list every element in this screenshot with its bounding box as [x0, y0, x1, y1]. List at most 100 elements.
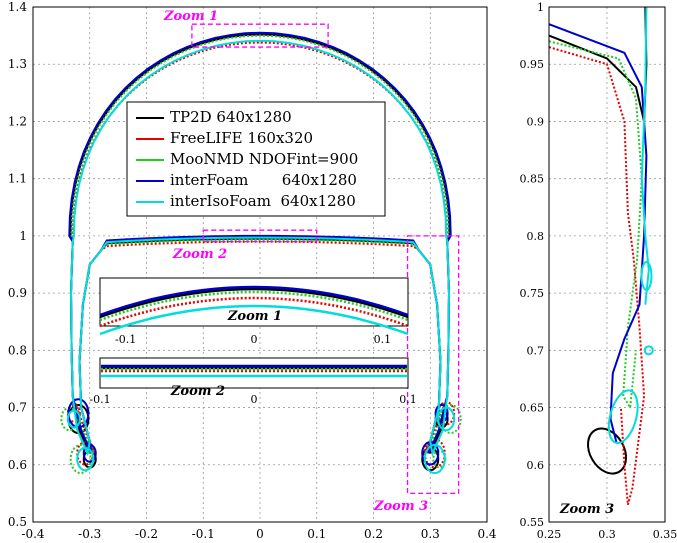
inset-zoom2-box	[99, 357, 409, 389]
zoom3-panel-label: Zoom 3	[559, 502, 614, 517]
inset-x-tick-label: 0	[251, 333, 258, 346]
x-tick-label: -0.1	[192, 527, 215, 541]
inset-zoom1-label: Zoom 1	[227, 309, 282, 324]
zoom3-plot: 0.550.60.650.70.750.80.850.90.951 0.25 0.…	[520, 1, 677, 541]
x-tick-label: -0.2	[135, 527, 158, 541]
y-tick-label: 1	[537, 1, 544, 14]
x-tick-label: 0.2	[364, 527, 383, 541]
series-line	[69, 39, 451, 457]
inset-x-tick-label: 0.1	[374, 333, 392, 346]
main-y-tick-labels: 0.5 0.6 0.7 0.8 0.9 1 1.1 1.2 1.3 1.4	[8, 0, 27, 529]
zoom-box-3	[406, 235, 460, 495]
series-droplet	[69, 444, 92, 475]
zoom3-series-line	[548, 23, 648, 443]
y-tick-label: 0.95	[520, 58, 545, 71]
zoom3-annotation: Zoom 3	[373, 499, 428, 514]
zoom3-series-droplet	[587, 427, 627, 475]
x-tick-label: 0	[256, 527, 264, 541]
y-tick-label: 1	[19, 229, 27, 243]
x-tick-label: 0.25	[537, 528, 562, 541]
inset-zoom2: Zoom 2 -0.1 0 0.1	[89, 357, 417, 406]
y-tick-label: 0.7	[527, 344, 545, 357]
series-droplet	[66, 409, 81, 429]
zoom-box-2	[202, 229, 318, 243]
y-tick-label: 0.6	[8, 458, 27, 472]
y-tick-label: 0.9	[527, 115, 545, 128]
zoom3-series-line	[548, 46, 646, 506]
series-line	[68, 31, 452, 454]
zoom-box-1	[191, 23, 329, 48]
y-tick-label: 1.2	[8, 114, 27, 128]
x-tick-label: 0.4	[477, 527, 496, 541]
legend-label: interFoam 640x1280	[170, 171, 357, 189]
main-x-tick-labels: -0.4 -0.3 -0.2 -0.1 0 0.1 0.2 0.3 0.4	[21, 527, 496, 541]
main-series	[60, 31, 462, 475]
series-droplet	[76, 446, 95, 472]
inset-series-line	[99, 287, 409, 319]
main-plot: 0.50.60.70.80.911.11.21.31.4 -0.4 -0.3 -0.…	[8, 0, 497, 541]
y-tick-label: 0.6	[527, 459, 545, 472]
y-tick-label: 1.1	[8, 172, 27, 186]
legend-items: TP2D 640x1280 FreeLIFE 160x320 MooNMD NDOF…	[136, 108, 358, 210]
legend-box	[126, 101, 386, 217]
inset-series-line	[99, 296, 409, 328]
zoom1-annotation: Zoom 1	[163, 9, 218, 24]
x-tick-label: 0.35	[653, 528, 677, 541]
series-droplet	[434, 403, 449, 423]
legend-label: TP2D 640x1280	[170, 108, 292, 126]
zoom2-annotation: Zoom 2	[172, 247, 227, 262]
inset-x-tick-label: 0	[251, 393, 258, 406]
x-tick-label: -0.3	[78, 527, 101, 541]
y-tick-label: 0.75	[520, 287, 545, 300]
inset-x-tick-label: 0.1	[399, 393, 417, 406]
zoom3-y-tick-labels: 0.55 0.6 0.65 0.7 0.75 0.8 0.85 0.9 0.95 1	[520, 1, 545, 529]
inset-zoom1: Zoom 1 -0.1 0 0.1	[99, 277, 409, 346]
series-line	[69, 34, 451, 454]
legend-label: MooNMD NDOFint=900	[170, 150, 358, 168]
y-tick-label: 1.4	[8, 0, 27, 14]
y-tick-label: 0.8	[527, 230, 545, 243]
y-tick-label: 0.65	[520, 402, 545, 415]
zoom3-series-droplet	[607, 389, 639, 445]
inset-series-line	[99, 290, 409, 322]
zoom3-series-droplet	[643, 345, 654, 356]
zoom3-series-line	[548, 6, 648, 122]
series-droplet	[423, 444, 446, 475]
main-grid	[32, 6, 488, 523]
y-tick-label: 0.7	[8, 401, 27, 415]
x-tick-label: 0.1	[307, 527, 326, 541]
y-tick-label: 0.8	[8, 343, 27, 357]
inset-zoom2-lines	[101, 364, 407, 378]
zoom3-plot-frame	[548, 6, 666, 523]
inset-x-tick-label: -0.1	[115, 333, 136, 346]
x-tick-label: 0.3	[421, 527, 440, 541]
inset-x-tick-label: -0.1	[89, 393, 110, 406]
legend-label: interIsoFoam 640x1280	[170, 192, 356, 210]
inset-zoom1-lines	[99, 285, 409, 336]
zoom3-series-line	[548, 40, 643, 411]
y-tick-label: 0.9	[8, 286, 27, 300]
inset-zoom2-tick-labels: -0.1 0 0.1	[89, 393, 416, 406]
main-plot-frame	[32, 6, 488, 523]
inset-series-line	[99, 304, 409, 336]
main-zoom-boxes	[191, 23, 460, 495]
zoom3-series	[548, 6, 654, 506]
legend: TP2D 640x1280 FreeLIFE 160x320 MooNMD NDOF…	[126, 101, 386, 217]
x-tick-label: 0.3	[598, 528, 616, 541]
inset-zoom1-tick-labels: -0.1 0 0.1	[115, 333, 391, 346]
series-droplet	[76, 441, 95, 466]
y-tick-label: 0.55	[520, 516, 545, 529]
zoom3-series-line	[640, 6, 650, 305]
inset-series-line	[99, 285, 409, 317]
zoom3-x-tick-labels: 0.25 0.3 0.35	[537, 528, 677, 541]
y-tick-label: 0.5	[8, 515, 27, 529]
legend-label: FreeLIFE 160x320	[170, 129, 313, 147]
zoom3-series-droplet	[640, 260, 653, 291]
y-tick-label: 1.3	[8, 57, 27, 71]
series-line	[69, 33, 451, 454]
x-tick-label: -0.4	[21, 527, 45, 541]
series-droplet	[437, 406, 456, 432]
y-tick-label: 0.85	[520, 173, 545, 186]
inset-zoom2-label: Zoom 2	[170, 384, 225, 399]
